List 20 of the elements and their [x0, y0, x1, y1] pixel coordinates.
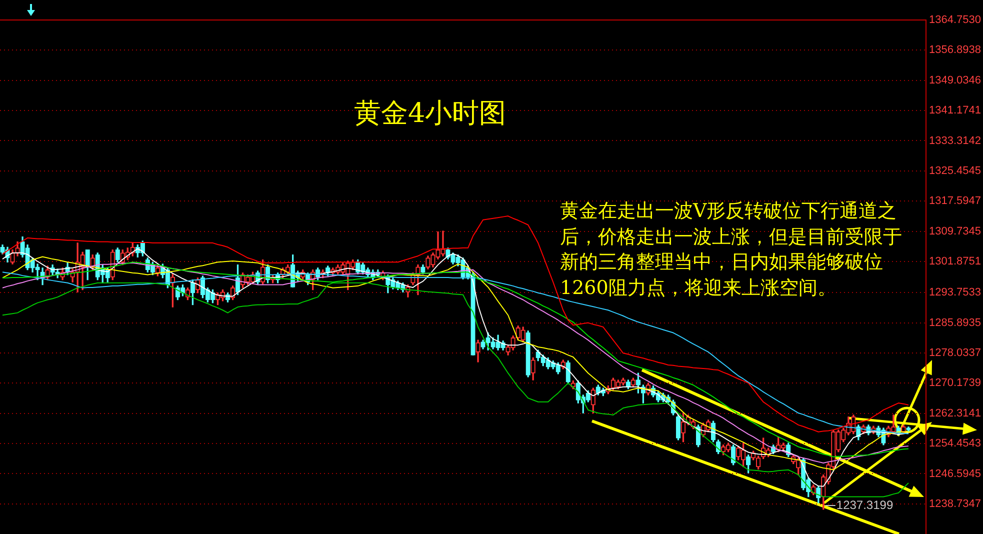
y-tick-label: 1301.8751	[929, 255, 981, 268]
y-tick-label: 1238.7347	[929, 498, 981, 510]
y-tick-label: 1317.5947	[929, 195, 981, 208]
y-tick-label: 1278.0337	[929, 347, 981, 360]
text: 1237.3199	[836, 498, 894, 512]
y-tick-label: 1309.7345	[929, 225, 981, 238]
y-tick-label: 1349.0346	[929, 74, 981, 86]
y-tick-label: 1285.8935	[929, 316, 981, 329]
y-tick-label: 1364.7530	[929, 14, 981, 26]
y-tick-label: 1246.5945	[929, 468, 981, 480]
y-tick-label: 1262.3141	[929, 407, 981, 420]
text: 黄金4小时图	[354, 97, 506, 131]
y-tick-label: 1325.4545	[929, 164, 981, 177]
y-tick-label: 1293.7533	[929, 286, 981, 299]
y-tick-label: 1356.8938	[929, 44, 981, 56]
y-tick-label: 1333.3142	[929, 134, 981, 147]
y-tick-label: 1270.1739	[929, 377, 981, 390]
y-tick-label: 1341.1741	[929, 104, 981, 117]
y-tick-label: 1254.4543	[929, 438, 981, 450]
annotation: 黄金在走出一波V形反转破位下行通道之后，价格走出一波上涨，但是目前受限于新的三角整理当中，日内如果能够破位1260阻力点，将迎来上涨空间。	[560, 199, 903, 300]
